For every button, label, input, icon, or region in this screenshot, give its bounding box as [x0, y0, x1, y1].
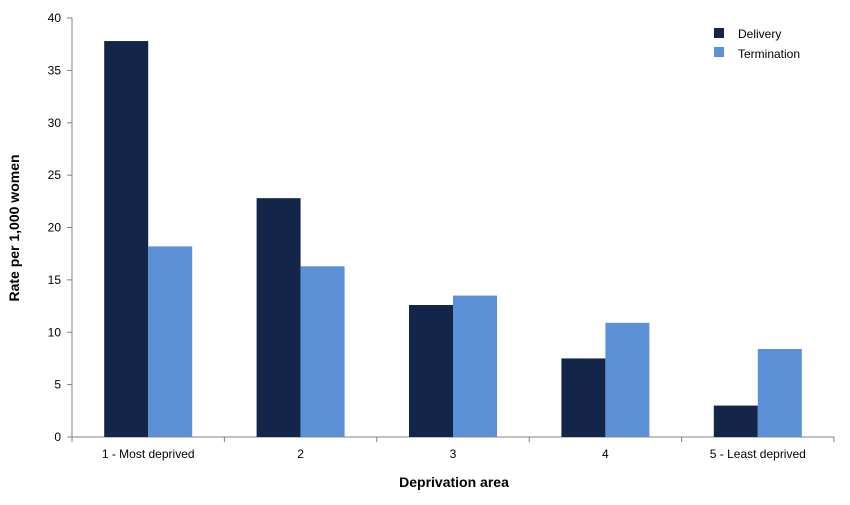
bar-delivery [561, 358, 606, 437]
bar-termination [757, 349, 802, 437]
bar-termination [453, 295, 497, 437]
bar-delivery [256, 198, 301, 437]
legend-swatch-delivery [714, 28, 724, 38]
tick-labels: 0 5 10 15 20 25 30 35 40 1 - Most deprived 2 3 4 5 - … [48, 11, 806, 461]
x-tick-label: 1 - Most deprived [102, 447, 195, 461]
legend: Delivery Termination [714, 27, 800, 61]
x-axis-title: Deprivation area [399, 474, 509, 490]
legend-label-termination: Termination [738, 47, 800, 61]
bar-delivery [104, 41, 149, 438]
legend-swatch-termination [714, 47, 724, 57]
x-tick-label: 4 [602, 447, 609, 461]
y-tick-label: 0 [54, 430, 61, 444]
bar-termination [605, 322, 650, 437]
x-tick-label: 2 [297, 447, 304, 461]
y-axis-title: Rate per 1,000 women [6, 154, 22, 301]
y-tick-label: 30 [48, 116, 62, 130]
bar-delivery [713, 405, 758, 437]
bars [104, 41, 802, 438]
y-tick-label: 25 [48, 168, 62, 182]
y-tick-label: 20 [48, 221, 62, 235]
y-tick-label: 10 [48, 325, 62, 339]
y-tick-label: 40 [48, 11, 62, 25]
bar-delivery [409, 305, 453, 437]
x-tick-label: 5 - Least deprived [710, 447, 806, 461]
legend-label-delivery: Delivery [738, 27, 781, 41]
bar-termination [300, 266, 345, 437]
y-tick-label: 5 [54, 378, 61, 392]
x-tick-label: 3 [450, 447, 457, 461]
y-tick-label: 35 [48, 63, 62, 77]
bar-termination [148, 246, 193, 437]
y-tick-label: 15 [48, 273, 62, 287]
